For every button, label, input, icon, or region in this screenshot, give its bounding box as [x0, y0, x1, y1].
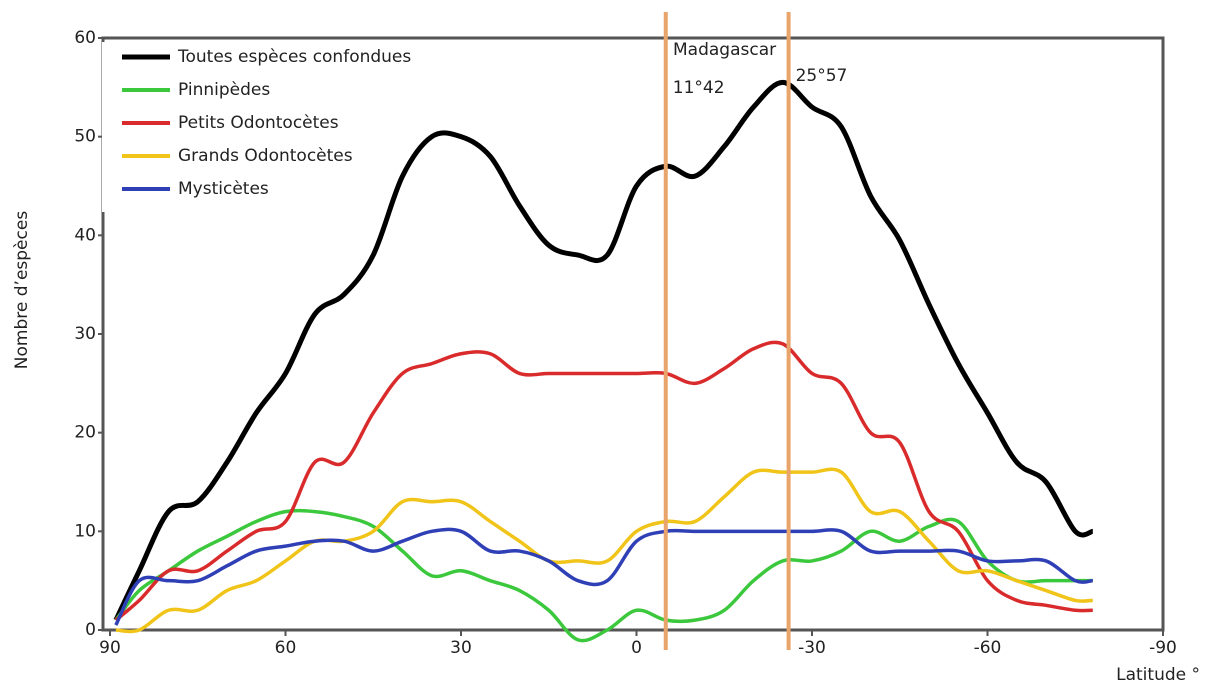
x-tick-label: 60 — [275, 638, 297, 658]
x-axis-label: Latitude ° — [1116, 665, 1200, 685]
vline-label: 25°57 — [796, 66, 848, 86]
x-tick-label: -90 — [1149, 638, 1177, 658]
series-line — [114, 340, 1093, 622]
y-axis-label: Nombre d’espèces — [12, 211, 32, 370]
x-tick-label: -60 — [974, 638, 1002, 658]
x-tick-label: -30 — [798, 638, 826, 658]
legend-box — [102, 42, 392, 212]
y-tick-label: 10 — [74, 521, 96, 541]
y-tick-label: 60 — [74, 28, 96, 48]
x-tick-label: 30 — [450, 638, 472, 658]
annotation: Madagascar — [673, 40, 776, 60]
legend-label: Grands Odontocètes — [178, 146, 353, 166]
y-tick-label: 40 — [74, 225, 96, 245]
x-tick-label: 0 — [631, 638, 642, 658]
legend-label: Mysticètes — [178, 179, 269, 199]
legend-label: Toutes espèces confondues — [177, 47, 411, 67]
vline-label: 11°42 — [673, 78, 725, 98]
y-tick-label: 50 — [74, 127, 96, 147]
series-line — [114, 508, 1093, 643]
legend-label: Petits Odontocètes — [178, 113, 339, 133]
y-tick-label: 0 — [85, 620, 96, 640]
series-line — [113, 79, 1094, 622]
legend-label: Pinnipèdes — [178, 80, 270, 100]
series-line — [114, 527, 1093, 626]
y-tick-label: 20 — [74, 423, 96, 443]
y-tick-label: 30 — [74, 324, 96, 344]
x-tick-label: 90 — [99, 638, 121, 658]
